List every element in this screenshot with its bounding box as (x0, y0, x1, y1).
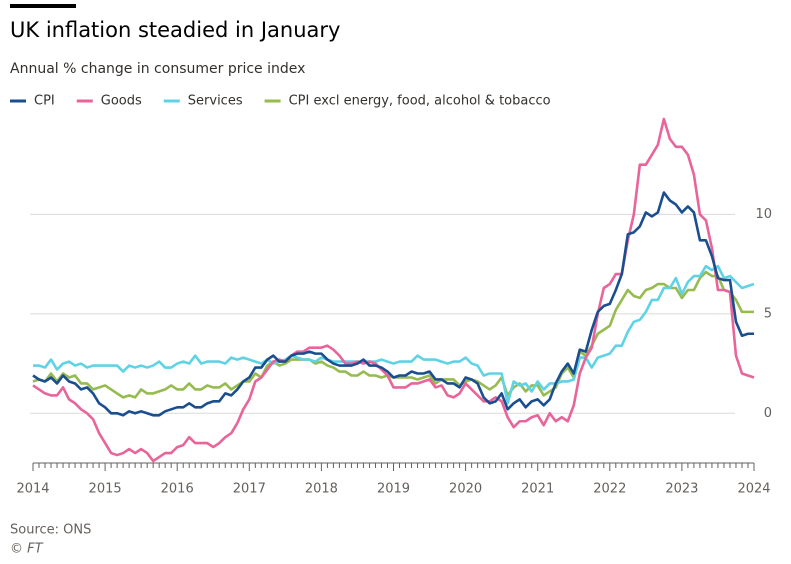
x-tick-label: 2023 (665, 482, 698, 497)
legend-label: CPI excl energy, food, alcohol & tobacco (289, 94, 551, 109)
y-tick-label: 10 (755, 207, 772, 222)
chart-subtitle: Annual % change in consumer price index (10, 61, 305, 77)
x-tick-label: 2021 (521, 482, 554, 497)
y-tick-label: 5 (764, 306, 772, 321)
series-line (32, 191, 754, 417)
credit: © FT (10, 542, 44, 557)
legend-label: Services (188, 94, 243, 109)
source: Source: ONS (10, 523, 91, 538)
legend-label: CPI (34, 94, 55, 109)
x-tick-label: 2016 (161, 482, 194, 497)
y-tick-label: 0 (764, 406, 772, 421)
series-line (32, 117, 755, 463)
x-tick-label: 2020 (449, 482, 482, 497)
x-tick-label: 2022 (593, 482, 626, 497)
brand-bar (10, 4, 76, 8)
x-tick-label: 2024 (737, 482, 770, 497)
x-tick-label: 2015 (89, 482, 122, 497)
legend-label: Goods (101, 94, 142, 109)
legend: CPI Goods Services CPI excl energy, food, a… (10, 94, 551, 109)
series-line (33, 264, 755, 405)
x-tick-label: 2018 (305, 482, 338, 497)
x-tick-label: 2017 (233, 482, 266, 497)
x-tick-label: 2019 (377, 482, 410, 497)
chart-title: UK inflation steadied in January (10, 18, 340, 42)
x-tick-label: 2014 (16, 482, 49, 497)
